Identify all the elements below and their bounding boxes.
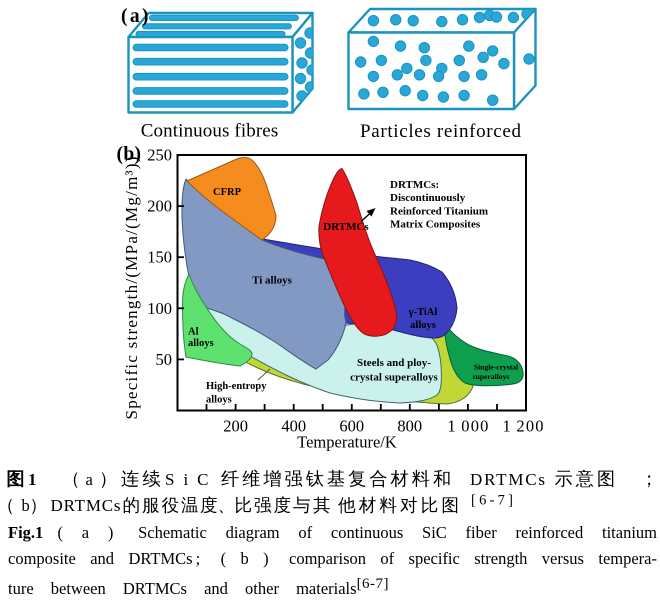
svg-text:Discontinuously: Discontinuously [390, 192, 466, 204]
svg-text:Steels and ploy-: Steels and ploy- [357, 357, 431, 369]
svg-text:[6-7]: [6-7] [471, 493, 513, 509]
svg-text:a: a [86, 470, 94, 489]
svg-text:150: 150 [147, 248, 172, 267]
svg-text:Ti alloys: Ti alloys [252, 275, 293, 287]
svg-text:1: 1 [28, 470, 37, 489]
svg-text:Single-crystal: Single-crystal [474, 363, 518, 372]
svg-text:Reinforced Titanium: Reinforced Titanium [390, 205, 488, 217]
svg-text:(b): (b) [117, 144, 142, 165]
svg-text:Temperature/K: Temperature/K [297, 433, 397, 452]
svg-text:DRTMCs: DRTMCs [51, 496, 121, 515]
svg-text:Al: Al [188, 327, 199, 338]
svg-text:800: 800 [397, 417, 422, 436]
svg-text:High-entropy: High-entropy [206, 381, 267, 392]
svg-text:250: 250 [147, 146, 172, 165]
svg-text:1 000: 1 000 [447, 417, 488, 436]
svg-text:400: 400 [281, 417, 306, 436]
svg-text:Continuous fibres: Continuous fibres [141, 121, 279, 142]
svg-text:DRTMCs: DRTMCs [323, 221, 369, 233]
svg-text:Particles reinforced: Particles reinforced [360, 121, 522, 142]
svg-text:Matrix Composites: Matrix Composites [390, 219, 481, 231]
svg-text:b: b [22, 496, 30, 515]
svg-text:200: 200 [147, 197, 172, 216]
svg-text:600: 600 [339, 417, 364, 436]
svg-text:50: 50 [156, 350, 173, 369]
svg-text:alloys: alloys [410, 320, 436, 331]
svg-text:crystal superalloys: crystal superalloys [350, 372, 438, 384]
svg-text:alloys: alloys [206, 395, 232, 406]
svg-text:Specific strength/(MPa/(Mg/m³): Specific strength/(MPa/(Mg/m³)) [122, 157, 141, 420]
svg-text:(a): (a) [121, 6, 149, 27]
svg-text:100: 100 [147, 299, 172, 318]
svg-text:alloys: alloys [188, 338, 214, 349]
svg-text:superalloys: superalloys [473, 372, 510, 381]
svg-text:γ-TiAl: γ-TiAl [408, 307, 438, 318]
svg-text:DRTMCs:: DRTMCs: [390, 179, 439, 191]
svg-text:200: 200 [223, 417, 248, 436]
svg-text:CFRP: CFRP [213, 187, 242, 198]
svg-text:SiC: SiC [165, 470, 209, 489]
svg-text:1 200: 1 200 [503, 417, 544, 436]
svg-text:DRTMCs: DRTMCs [470, 470, 545, 489]
